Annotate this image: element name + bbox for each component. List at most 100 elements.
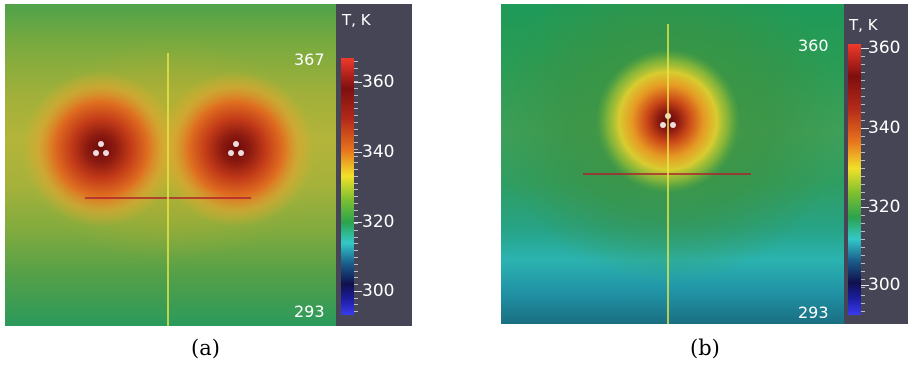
minor-tick (354, 311, 358, 312)
minor-tick (861, 191, 865, 193)
minor-tick (354, 229, 358, 231)
minor-tick (354, 175, 358, 177)
minor-tick (354, 108, 358, 110)
minor-tick (354, 250, 358, 252)
caption-b: (b) (690, 336, 720, 360)
minor-tick (354, 121, 358, 123)
colorbar-title-a: T, K (342, 11, 371, 29)
minor-tick (354, 169, 358, 171)
minor-tick (861, 279, 865, 281)
tick-340-b (861, 128, 869, 129)
minor-tick (354, 277, 358, 279)
minor-tick (861, 183, 865, 185)
minor-tick (861, 111, 865, 113)
minor-tick (354, 81, 358, 83)
minor-tick (861, 295, 865, 297)
rod-cluster-left (93, 141, 109, 156)
tick-300-a (354, 291, 362, 292)
tick-label-320-b: 320 (868, 197, 901, 217)
panel-a: 367 293 T, K 360 340 320 300 (5, 4, 412, 326)
minor-tick (354, 236, 358, 238)
minor-tick (861, 63, 865, 65)
tick-label-340-b: 340 (868, 118, 901, 138)
tick-340-a (354, 152, 362, 153)
minor-tick (861, 303, 865, 304)
temperature-field-b: 360 293 (501, 4, 844, 324)
colorbar-b: T, K 360 340 320 300 (844, 4, 908, 324)
minor-tick (861, 239, 865, 241)
minor-tick (354, 209, 358, 211)
minor-tick (861, 199, 865, 201)
tick-360-b (861, 48, 869, 49)
minor-tick (861, 56, 865, 57)
tick-label-360-a: 360 (362, 72, 395, 92)
tick-360-a (354, 82, 362, 83)
minor-tick (861, 79, 865, 81)
colorbar-strip-a (341, 58, 354, 315)
tick-label-300-b: 300 (868, 275, 901, 295)
colorbar-strip-b (848, 44, 861, 315)
minor-tick (354, 74, 358, 76)
minor-tick (861, 103, 865, 105)
tick-320-b (861, 207, 869, 208)
minor-tick (354, 263, 358, 265)
minor-tick (354, 243, 358, 245)
minor-tick (861, 71, 865, 73)
minor-tick (861, 95, 865, 97)
minor-tick (354, 94, 358, 96)
minor-tick (354, 290, 358, 292)
field-max-label-a: 367 (294, 50, 325, 69)
caption-a: (a) (191, 336, 220, 360)
field-overlay-a (23, 53, 314, 326)
minor-tick (861, 207, 865, 209)
minor-tick (354, 101, 358, 103)
rod-cluster-right (228, 141, 244, 156)
colorbar-a: T, K 360 340 320 300 (336, 4, 412, 326)
minor-tick (861, 247, 865, 249)
panel-b: 360 293 T, K 360 340 320 300 (501, 4, 908, 326)
minor-tick (861, 143, 865, 145)
minor-tick (861, 215, 865, 217)
minor-tick (861, 263, 865, 265)
heat-source-right (158, 71, 314, 227)
minor-tick (861, 159, 865, 161)
minor-tick (861, 119, 865, 121)
minor-tick (861, 231, 865, 233)
minor-tick (861, 223, 865, 225)
minor-tick (861, 167, 865, 169)
minor-tick (861, 87, 865, 89)
minor-tick (354, 61, 358, 62)
minor-tick (861, 127, 865, 129)
minor-tick (354, 196, 358, 198)
minor-tick (861, 311, 865, 312)
minor-tick (354, 304, 358, 306)
minor-tick (354, 115, 358, 117)
minor-tick (354, 189, 358, 191)
minor-tick (861, 175, 865, 177)
tick-300-b (861, 285, 869, 286)
minor-tick (861, 151, 865, 153)
minor-tick (861, 48, 865, 49)
field-max-label-b: 360 (798, 36, 829, 55)
tick-320-a (354, 222, 362, 223)
tick-label-360-b: 360 (868, 38, 901, 58)
minor-tick (354, 202, 358, 204)
minor-tick (354, 284, 358, 285)
field-overlay-b (583, 24, 751, 324)
minor-tick (354, 223, 358, 225)
minor-tick (354, 155, 358, 157)
colorbar-title-b: T, K (849, 16, 878, 34)
minor-tick (354, 135, 358, 137)
field-min-label-a: 293 (294, 302, 325, 321)
minor-tick (354, 297, 358, 299)
tick-label-320-a: 320 (362, 212, 395, 232)
field-min-label-b: 293 (798, 303, 829, 322)
minor-tick (861, 271, 865, 273)
heat-source-left (23, 71, 179, 227)
minor-tick (354, 216, 358, 218)
minor-tick (354, 67, 358, 69)
minor-tick (354, 256, 358, 258)
minor-tick (354, 270, 358, 272)
temperature-field-a: 367 293 (5, 4, 336, 326)
minor-tick (354, 88, 358, 89)
